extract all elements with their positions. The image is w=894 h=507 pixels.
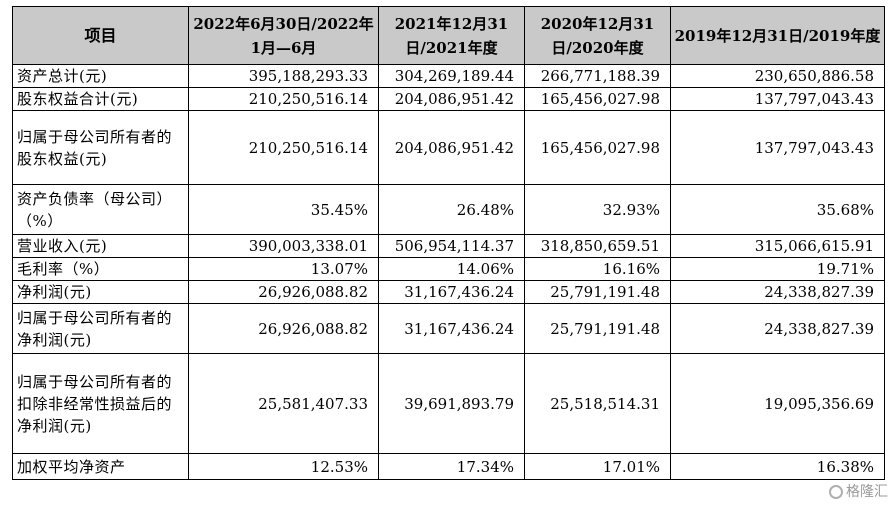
row-label: 净利润(元) [12, 280, 189, 304]
table-cell: 137,797,043.43 [670, 110, 885, 185]
table-row: 归属于母公司所有者的股东权益(元) 210,250,516.14 204,086… [12, 110, 885, 185]
header-period-2022h1: 2022年6月30日/2022年1月—6月 [188, 6, 379, 65]
table-cell: 35.45% [188, 184, 379, 235]
table-cell: 25,581,407.33 [188, 353, 379, 454]
table-cell: 210,250,516.14 [188, 87, 379, 111]
row-label: 毛利率（%） [12, 257, 189, 281]
table-row: 资产负债率（母公司）（%） 35.45% 26.48% 32.93% 35.68… [12, 184, 885, 235]
table-cell: 16.38% [670, 453, 885, 480]
row-label: 营业收入(元) [12, 234, 189, 258]
table-cell: 26.48% [378, 184, 525, 235]
header-period-2019: 2019年12月31日/2019年度 [670, 6, 885, 65]
row-label: 加权平均净资产 [12, 453, 189, 480]
table-cell: 315,066,615.91 [670, 234, 885, 258]
header-period-2021: 2021年12月31日/2021年度 [378, 6, 525, 65]
table-cell: 17.34% [378, 453, 525, 480]
table-cell: 25,791,191.48 [524, 303, 671, 354]
table-row: 资产总计(元) 395,188,293.33 304,269,189.44 26… [12, 64, 885, 88]
table-cell: 26,926,088.82 [188, 303, 379, 354]
row-label: 股东权益合计(元) [12, 87, 189, 111]
table-cell: 26,926,088.82 [188, 280, 379, 304]
table-cell: 230,650,886.58 [670, 64, 885, 88]
table-cell: 204,086,951.42 [378, 110, 525, 185]
table-cell: 204,086,951.42 [378, 87, 525, 111]
table-cell: 19,095,356.69 [670, 353, 885, 454]
table-row: 股东权益合计(元) 210,250,516.14 204,086,951.42 … [12, 87, 885, 111]
table-cell: 17.01% [524, 453, 671, 480]
header-item: 项目 [12, 6, 189, 65]
row-label: 资产负债率（母公司）（%） [12, 184, 189, 235]
financial-data-table: 项目 2022年6月30日/2022年1月—6月 2021年12月31日/202… [12, 6, 885, 480]
table-cell: 32.93% [524, 184, 671, 235]
header-period-2020: 2020年12月31日/2020年度 [524, 6, 671, 65]
table-cell: 24,338,827.39 [670, 280, 885, 304]
table-cell: 210,250,516.14 [188, 110, 379, 185]
table-row: 毛利率（%） 13.07% 14.06% 16.16% 19.71% [12, 257, 885, 281]
table-cell: 39,691,893.79 [378, 353, 525, 454]
table-cell: 266,771,188.39 [524, 64, 671, 88]
watermark-text: 格隆汇 [846, 484, 888, 500]
watermark: 格隆汇 [818, 481, 888, 503]
row-label: 归属于母公司所有者的扣除非经常性损益后的净利润(元) [12, 353, 189, 454]
row-label: 归属于母公司所有者的净利润(元) [12, 303, 189, 354]
row-label: 资产总计(元) [12, 64, 189, 88]
row-label: 归属于母公司所有者的股东权益(元) [12, 110, 189, 185]
table-cell: 506,954,114.37 [378, 234, 525, 258]
table-cell: 304,269,189.44 [378, 64, 525, 88]
table-cell: 12.53% [188, 453, 379, 480]
table-cell: 25,518,514.31 [524, 353, 671, 454]
table-cell: 19.71% [670, 257, 885, 281]
table-cell: 35.68% [670, 184, 885, 235]
table-cell: 25,791,191.48 [524, 280, 671, 304]
table-row: 净利润(元) 26,926,088.82 31,167,436.24 25,79… [12, 280, 885, 304]
watermark-logo-icon [829, 485, 843, 499]
header-row: 项目 2022年6月30日/2022年1月—6月 2021年12月31日/202… [12, 6, 885, 65]
table-cell: 395,188,293.33 [188, 64, 379, 88]
table-cell: 137,797,043.43 [670, 87, 885, 111]
table-cell: 31,167,436.24 [378, 303, 525, 354]
table-cell: 14.06% [378, 257, 525, 281]
table-cell: 31,167,436.24 [378, 280, 525, 304]
table-cell: 390,003,338.01 [188, 234, 379, 258]
table-cell: 24,338,827.39 [670, 303, 885, 354]
table-row: 归属于母公司所有者的扣除非经常性损益后的净利润(元) 25,581,407.33… [12, 353, 885, 454]
table-cell: 13.07% [188, 257, 379, 281]
table-row: 归属于母公司所有者的净利润(元) 26,926,088.82 31,167,43… [12, 303, 885, 354]
table-cell: 16.16% [524, 257, 671, 281]
table-row: 加权平均净资产 12.53% 17.34% 17.01% 16.38% [12, 453, 885, 480]
table-row: 营业收入(元) 390,003,338.01 506,954,114.37 31… [12, 234, 885, 258]
table-cell: 165,456,027.98 [524, 87, 671, 111]
table-cell: 318,850,659.51 [524, 234, 671, 258]
table-cell: 165,456,027.98 [524, 110, 671, 185]
